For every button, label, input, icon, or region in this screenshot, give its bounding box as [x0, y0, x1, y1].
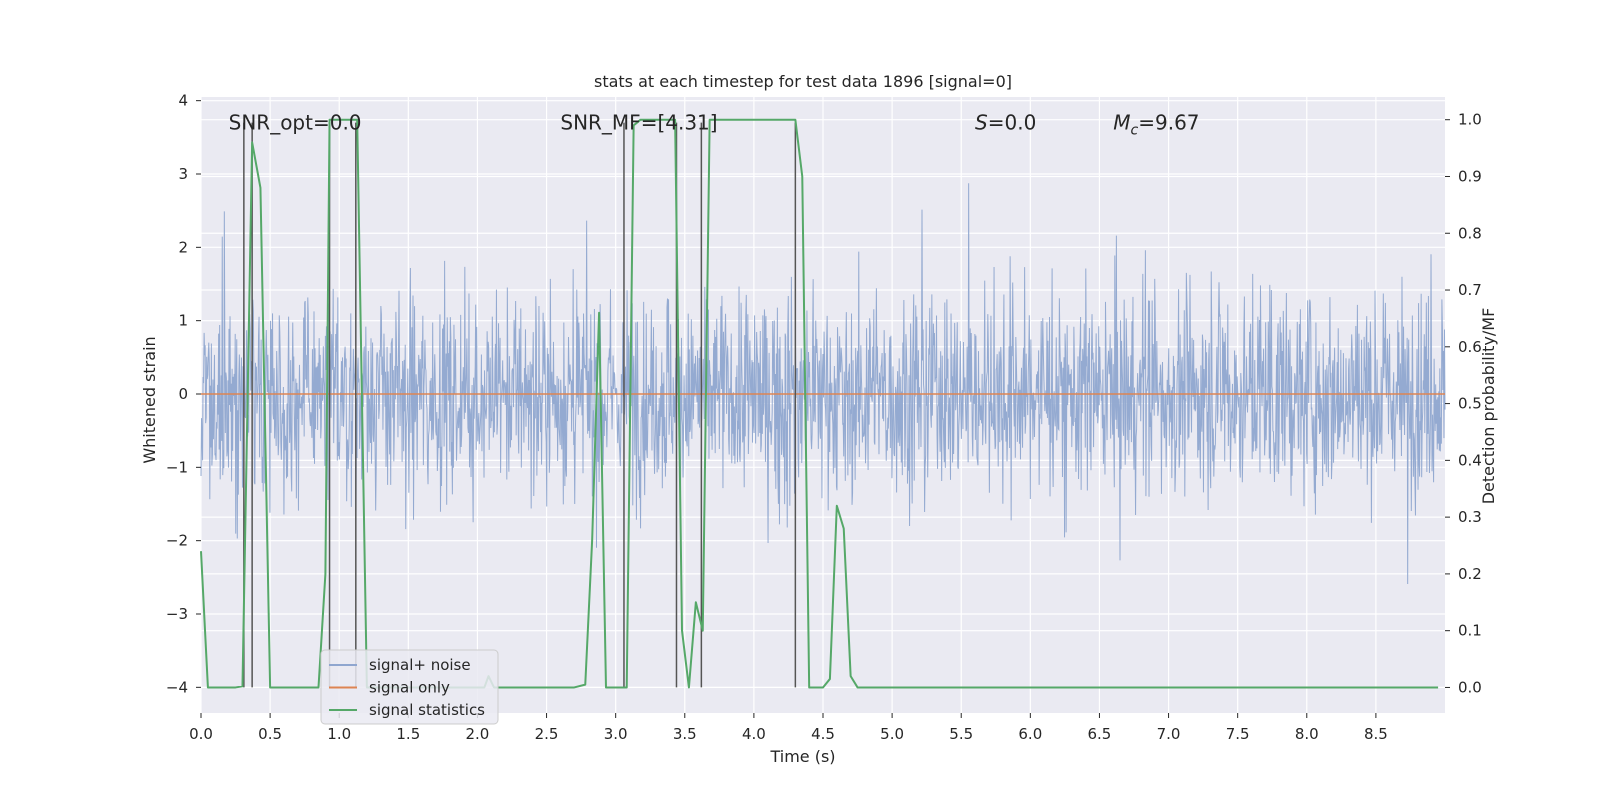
annotation-mc-value: Mc=9.67 [1113, 111, 1199, 139]
y-left-tick-label: 0 [178, 385, 188, 403]
annotation-s-value: S=0.0 [975, 111, 1036, 135]
chart-title: stats at each timestep for test data 189… [594, 72, 1012, 91]
y-right-tick-label: 0.6 [1458, 338, 1482, 356]
signal-plus-noise-line [200, 183, 1446, 585]
legend-entry-label: signal+ noise [369, 656, 471, 674]
y-right-tick-label: 0.3 [1458, 508, 1482, 526]
y-left-tick-label: −4 [166, 678, 188, 696]
y-left-tick-label: −3 [166, 605, 188, 623]
y-right-axis-label: Detection probability/MF [1479, 308, 1498, 505]
x-tick-label: 7.0 [1157, 725, 1181, 743]
x-tick-label: 6.0 [1018, 725, 1042, 743]
x-tick-label: 3.0 [604, 725, 628, 743]
x-tick-label: 1.5 [396, 725, 420, 743]
x-tick-label: 7.5 [1226, 725, 1250, 743]
y-left-tick-label: 4 [178, 92, 188, 110]
y-right-tick-label: 0.8 [1458, 224, 1482, 242]
annotations: SNR_opt=0.0 SNR_MF=[4.31] S=0.0 Mc=9.67 [229, 111, 1200, 139]
grid [200, 97, 1445, 713]
noise-trace-group [200, 183, 1446, 585]
x-tick-label: 1.0 [327, 725, 351, 743]
x-axis-label: Time (s) [769, 747, 835, 766]
x-tick-label: 5.0 [880, 725, 904, 743]
y-left-tick-label: 2 [178, 238, 188, 256]
y-right-tick-label: 1.0 [1458, 111, 1482, 129]
x-tick-label: 3.5 [673, 725, 697, 743]
y-right-tick-label: 0.7 [1458, 281, 1482, 299]
y-right-tick-label: 0.1 [1458, 622, 1482, 640]
signal-statistics-line [200, 118, 1439, 689]
annotation-snr-mf: SNR_MF=[4.31] [560, 111, 717, 135]
y-left-tick-label: 3 [178, 165, 188, 183]
x-tick-label: 0.5 [258, 725, 282, 743]
x-tick-label: 8.5 [1364, 725, 1388, 743]
x-tick-label: 6.5 [1088, 725, 1112, 743]
x-tick-label: 2.0 [466, 725, 490, 743]
x-tick-label: 5.5 [949, 725, 973, 743]
x-tick-label: 0.0 [189, 725, 213, 743]
y-left-tick-label: −1 [166, 458, 188, 476]
legend: signal+ noise signal only signal statistic… [320, 649, 499, 725]
y-left-axis-label: Whitened strain [140, 336, 159, 463]
x-tick-label: 4.5 [811, 725, 835, 743]
signal-statistics-line-group [200, 118, 1439, 689]
y-right-axis-ticks: 1.0 0.9 0.8 0.7 0.6 0.5 0.4 0.3 0.2 0.1 0.0 [1445, 111, 1482, 696]
y-right-tick-label: 0.9 [1458, 167, 1482, 185]
legend-box [320, 649, 499, 725]
y-left-tick-label: −2 [166, 532, 188, 550]
x-tick-label: 2.5 [535, 725, 559, 743]
y-right-tick-label: 0.2 [1458, 565, 1482, 583]
y-left-axis-ticks: 4 3 2 1 0 −1 −2 −3 −4 [166, 92, 201, 696]
y-right-tick-label: 0.0 [1458, 678, 1482, 696]
x-tick-label: 8.0 [1295, 725, 1319, 743]
annotation-snr-opt: SNR_opt=0.0 [229, 111, 362, 135]
y-right-tick-label: 0.4 [1458, 451, 1482, 469]
x-axis-ticks: 0.0 0.5 1.0 1.5 2.0 2.5 3.0 3.5 4.0 4.5 5.0 5.5 6.0 6… [189, 713, 1388, 743]
y-right-tick-label: 0.5 [1458, 395, 1482, 413]
y-left-tick-label: 1 [178, 312, 188, 330]
legend-entry-label: signal only [369, 679, 450, 697]
legend-entry-label: signal statistics [369, 701, 485, 719]
x-tick-label: 4.0 [742, 725, 766, 743]
